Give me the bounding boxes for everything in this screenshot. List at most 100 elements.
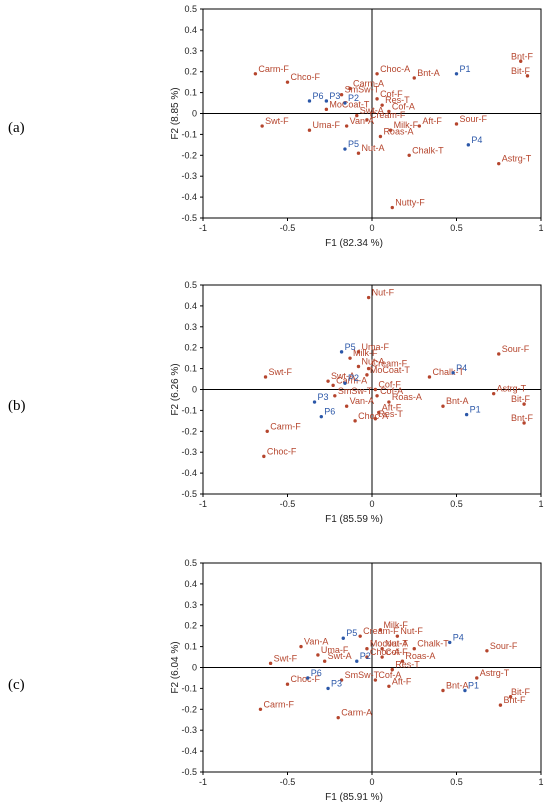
attribute-label: Bit-F [511,394,531,404]
sample-label: P6 [312,91,323,101]
attribute-label: Nut-A [361,143,384,153]
y-tick-label: 0.5 [184,4,197,14]
attribute-point [454,122,459,126]
y-tick-label: -0.4 [181,468,197,478]
attribute-point [356,364,361,369]
sample-point [324,99,329,103]
attribute-label: Cof-F [385,647,408,657]
sample-point [341,636,345,640]
attribute-label: Van-A [350,116,374,126]
attribute-label: Carm-A [353,78,384,88]
y-tick-label: 0.2 [184,67,197,77]
attribute-point [497,352,501,356]
x-axis-label: F1 (85.91 %) [325,792,383,803]
attribute-point [366,295,371,300]
attribute-point [326,379,330,383]
chart-panel-2: -1 -0.5 0 0.5 1-0.5-0.4-0.3-0.2-0.100.10.20.… [170,558,544,803]
attribute-label: Bnt-F [511,51,534,61]
sample-label: P5 [348,139,359,149]
attribute-point [268,661,273,666]
y-tick-label: 0.3 [184,600,197,610]
attribute-label: SmSw-T [345,670,380,680]
x-tick-label: -0.5 [280,499,296,509]
sample-label: P3 [329,91,340,101]
attribute-label: Astrg-T [497,384,527,394]
attribute-point [265,429,269,433]
panel-label-a: (a) [8,120,25,136]
panel-label-c: (c) [8,677,25,693]
attribute-point [491,391,496,396]
attribute-label: Res-T [385,95,410,105]
attribute-point [387,684,391,689]
attribute-point [299,644,303,649]
sample-point [464,412,469,417]
attribute-label: Carm-A [341,708,372,718]
sample-point [448,640,452,645]
attribute-point [441,404,445,408]
attribute-label: Cof-F [380,89,403,99]
attribute-label: Swt-A [360,106,384,116]
sample-point [343,101,347,105]
attribute-label: Nut-A [385,639,408,649]
sample-point [466,143,471,147]
attribute-label: Swt-F [274,653,298,663]
attribute-label: Bnt-A [417,68,440,78]
attribute-point [380,646,384,651]
attribute-point [263,375,268,379]
x-tick-label: -0.5 [280,777,296,787]
sample-point [312,400,317,404]
attribute-label: Chalk-T [432,367,464,377]
attribute-label: Aft-F [392,676,412,686]
sample-label: P4 [453,632,464,642]
attribute-point [522,421,526,425]
attribute-point [285,682,290,686]
attribute-label: Cof-A [378,670,401,680]
attribute-label: Cream-F [372,359,408,369]
attribute-label: Astrg-T [480,668,510,678]
x-axis-label: F1 (82.34 %) [325,238,383,249]
attribute-label: Bit-F [511,687,531,697]
attribute-point [395,634,400,638]
y-tick-label: -0.1 [181,683,197,693]
attribute-label: Chco-F [291,72,321,82]
attribute-label: Nut-F [400,626,423,636]
attribute-point [378,628,383,632]
attribute-label: Choc-F [267,446,297,456]
attribute-point [356,350,361,354]
attribute-label: Milk-F [353,348,378,358]
y-tick-label: 0.4 [184,301,197,311]
attribute-point [355,113,359,118]
attribute-point [412,646,416,651]
attribute-label: Uma-F [321,645,349,655]
attribute-point [441,688,445,693]
sample-point [355,659,359,663]
y-tick-label: 0.4 [184,579,197,589]
attribute-label: Roas-A [392,392,422,402]
y-tick-label: -0.4 [181,746,197,756]
y-tick-label: -0.1 [181,405,197,415]
attribute-point [407,153,411,157]
attribute-point [333,394,337,398]
sample-point [306,676,310,680]
attribute-point [324,107,329,112]
attribute-label: Bnt-A [446,680,469,690]
attribute-label: Swt-A [328,651,352,661]
attribute-label: Bit-F [511,66,531,76]
attribute-point [353,419,357,423]
attribute-label: Chalk-T [412,145,444,155]
attribute-point [344,124,349,128]
attribute-point [377,410,381,415]
attribute-label: Bnt-F [511,413,534,423]
attribute-point [508,695,513,699]
attribute-label: Mocoat-T [370,639,409,649]
attribute-label: Sour-F [490,641,518,651]
attribute-point [365,655,369,659]
attribute-point [339,678,344,682]
attribute-point [262,454,266,459]
attribute-point [427,375,432,379]
attribute-point [365,646,369,651]
attribute-point [348,86,352,91]
attribute-point [331,383,335,388]
attribute-label: Sour-F [502,344,530,354]
y-axis-label: F2 (8.85 %) [170,87,181,139]
